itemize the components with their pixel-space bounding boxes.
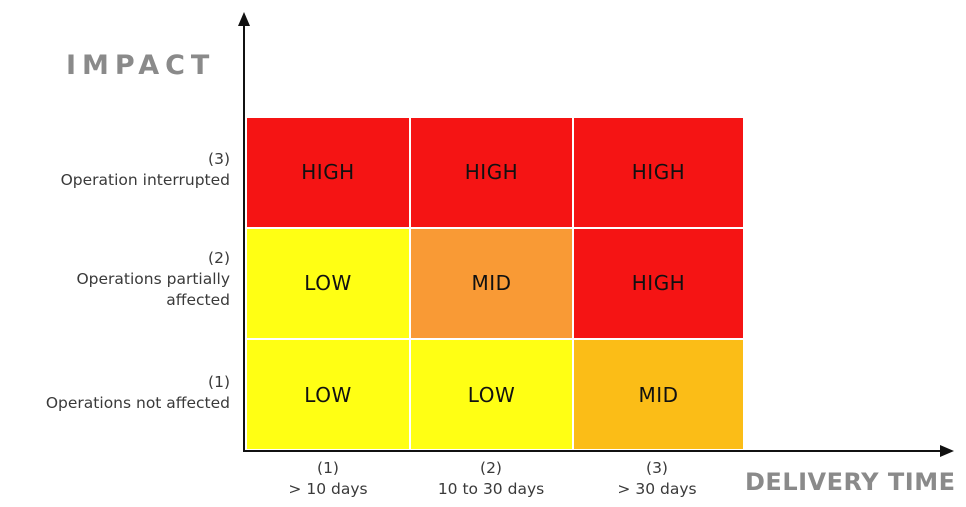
row-number: (3) — [208, 150, 230, 168]
cell-r3-c3 — [572, 116, 745, 229]
cell-r3-c2 — [409, 116, 574, 229]
cell-label-r3-c1: HIGH — [301, 160, 355, 184]
cell-label-r3-c2: HIGH — [464, 160, 519, 184]
cell-r1-c2 — [409, 338, 574, 451]
column-text: > 30 days — [617, 480, 697, 498]
cell-r2-c3 — [572, 227, 745, 340]
cell-r2-c1 — [245, 227, 411, 340]
column-number: (1) — [317, 459, 339, 477]
column-label-delivery-1: (1) > 10 days — [246, 458, 410, 500]
row-label-impact-1: (1) Operations not affected — [46, 372, 230, 414]
column-number: (3) — [646, 459, 668, 477]
column-number: (2) — [480, 459, 502, 477]
row-text: Operation interrupted — [60, 171, 230, 189]
column-text: 10 to 30 days — [437, 480, 545, 498]
row-text: Operations not affected — [45, 394, 230, 412]
row-number: (1) — [208, 373, 230, 391]
cell-label-r3-c3: HIGH — [631, 160, 686, 184]
column-label-delivery-2: (2) 10 to 30 days — [409, 458, 573, 500]
column-text: > 10 days — [288, 480, 368, 498]
column-label-delivery-3: (3) > 30 days — [575, 458, 739, 500]
row-label-impact-2: (2) Operations partially affected — [76, 248, 230, 311]
cell-label-r1-c2: LOW — [467, 382, 516, 407]
x-axis-title: DELIVERY TIME — [745, 468, 956, 496]
x-axis-arrowhead — [940, 445, 954, 457]
row-text: affected — [166, 291, 230, 309]
row-number: (2) — [208, 249, 230, 267]
cell-label-r2-c1: LOW — [304, 271, 352, 295]
cell-label-r2-c2: MID — [471, 271, 512, 295]
cell-label-r1-c1: LOW — [304, 382, 352, 407]
row-text: Operations partially — [76, 270, 230, 288]
row-label-impact-3: (3) Operation interrupted — [61, 149, 230, 191]
cell-label-r2-c3: HIGH — [631, 271, 686, 295]
matrix-cells — [245, 116, 745, 451]
y-axis-arrowhead — [238, 12, 250, 26]
cell-label-r1-c3: MID — [638, 382, 679, 407]
y-axis-title: IMPACT — [66, 50, 216, 81]
cell-r3-c1 — [245, 116, 411, 229]
